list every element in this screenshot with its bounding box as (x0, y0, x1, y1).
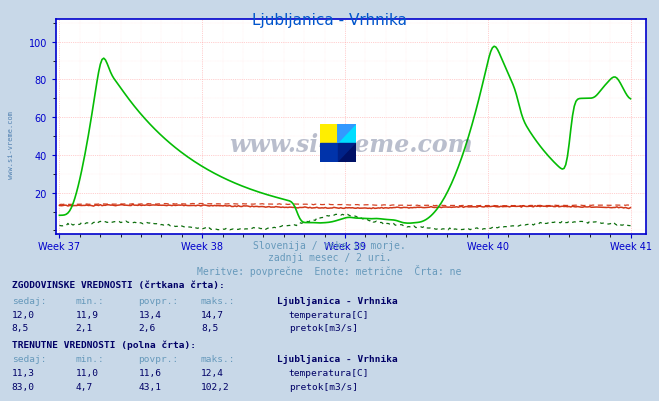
Text: 11,3: 11,3 (12, 369, 35, 377)
Text: 2,1: 2,1 (76, 323, 93, 332)
Text: temperatura[C]: temperatura[C] (289, 310, 369, 319)
Text: zadnji mesec / 2 uri.: zadnji mesec / 2 uri. (268, 253, 391, 263)
Text: min.:: min.: (76, 296, 105, 305)
Text: 14,7: 14,7 (201, 310, 224, 319)
Text: min.:: min.: (76, 354, 105, 363)
Text: 12,4: 12,4 (201, 369, 224, 377)
Text: 2,6: 2,6 (138, 323, 156, 332)
Text: Ljubljanica - Vrhnika: Ljubljanica - Vrhnika (277, 296, 397, 305)
Text: 4,7: 4,7 (76, 382, 93, 391)
Text: 8,5: 8,5 (201, 323, 218, 332)
Text: 43,1: 43,1 (138, 382, 161, 391)
Polygon shape (338, 124, 356, 143)
Polygon shape (320, 143, 338, 162)
Text: pretok[m3/s]: pretok[m3/s] (289, 323, 358, 332)
Text: temperatura[C]: temperatura[C] (289, 369, 369, 377)
Polygon shape (338, 143, 356, 162)
Text: povpr.:: povpr.: (138, 354, 179, 363)
Text: 11,6: 11,6 (138, 369, 161, 377)
Text: 102,2: 102,2 (201, 382, 230, 391)
Text: 13,4: 13,4 (138, 310, 161, 319)
Text: 11,9: 11,9 (76, 310, 99, 319)
Text: 12,0: 12,0 (12, 310, 35, 319)
Text: Ljubljanica - Vrhnika: Ljubljanica - Vrhnika (252, 13, 407, 28)
Text: Ljubljanica - Vrhnika: Ljubljanica - Vrhnika (277, 354, 397, 363)
Text: Slovenija / reke in morje.: Slovenija / reke in morje. (253, 241, 406, 251)
Polygon shape (338, 124, 356, 143)
Text: maks.:: maks.: (201, 354, 235, 363)
Text: 83,0: 83,0 (12, 382, 35, 391)
Text: sedaj:: sedaj: (12, 296, 46, 305)
Polygon shape (338, 143, 356, 162)
Text: TRENUTNE VREDNOSTI (polna črta):: TRENUTNE VREDNOSTI (polna črta): (12, 339, 196, 349)
Text: www.si-vreme.com: www.si-vreme.com (229, 132, 473, 156)
Text: ZGODOVINSKE VREDNOSTI (črtkana črta):: ZGODOVINSKE VREDNOSTI (črtkana črta): (12, 281, 225, 290)
Text: Meritve: povprečne  Enote: metrične  Črta: ne: Meritve: povprečne Enote: metrične Črta:… (197, 265, 462, 277)
Text: www.si-vreme.com: www.si-vreme.com (8, 110, 14, 178)
Text: 11,0: 11,0 (76, 369, 99, 377)
Text: sedaj:: sedaj: (12, 354, 46, 363)
Bar (320, 124, 338, 143)
Text: pretok[m3/s]: pretok[m3/s] (289, 382, 358, 391)
Text: povpr.:: povpr.: (138, 296, 179, 305)
Text: 8,5: 8,5 (12, 323, 29, 332)
Text: maks.:: maks.: (201, 296, 235, 305)
